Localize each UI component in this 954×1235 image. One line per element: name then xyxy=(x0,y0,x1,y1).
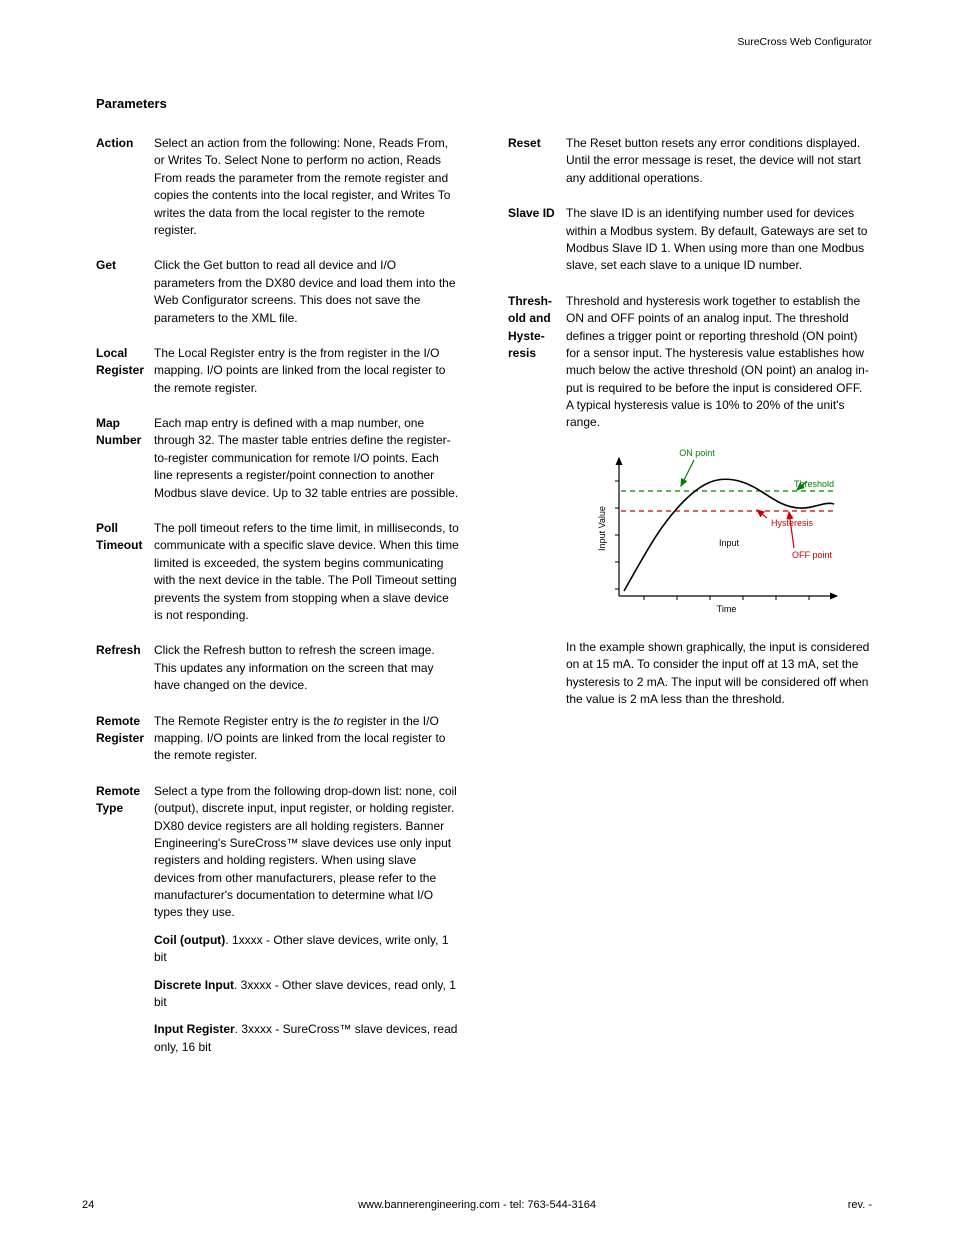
term-body: The poll timeout refers to the time limi… xyxy=(154,520,460,624)
paragraph: The Remote Register entry is the to regi… xyxy=(154,713,460,765)
term-block: Map Num­berEach map entry is defined wit… xyxy=(96,415,460,502)
diagram-svg: ON point Threshold Hysteresis OFF point Inpu… xyxy=(589,446,849,621)
term-body: Click the Refresh button to refresh the … xyxy=(154,642,460,694)
term-body: Each map entry is defined with a map num… xyxy=(154,415,460,502)
term-block: Local Regis­terThe Local Register entry … xyxy=(96,345,460,397)
term-block: Poll Time­outThe poll timeout refers to … xyxy=(96,520,460,624)
footer-contact: www.bannerengineering.com - tel: 763-544… xyxy=(82,1199,872,1211)
paragraph: In the example shown graphically, the in… xyxy=(566,639,872,709)
right-column: ResetThe Reset button resets any error c… xyxy=(508,135,872,1074)
term-body: The Reset button resets any error condit… xyxy=(566,135,872,187)
page: SureCross Web Configurator Parameters Ac… xyxy=(0,0,954,1235)
svg-text:Time: Time xyxy=(717,604,737,614)
term-label: Thresh­old and Hyste­resis xyxy=(508,293,566,709)
paragraph: Coil (output). 1xxxx - Other slave devic… xyxy=(154,932,460,967)
paragraph: Click the Get button to read all device … xyxy=(154,257,460,327)
term-block: GetClick the Get button to read all devi… xyxy=(96,257,460,327)
term-label: Slave ID xyxy=(508,205,566,275)
paragraph: Discrete Input. 3xxxx - Other slave devi… xyxy=(154,977,460,1012)
left-column: ActionSelect an action from the followin… xyxy=(96,135,460,1074)
term-label: Map Num­ber xyxy=(96,415,154,502)
term-body: Click the Get button to read all device … xyxy=(154,257,460,327)
term-label: Get xyxy=(96,257,154,327)
term-label: Reset xyxy=(508,135,566,187)
term-body: The Local Register entry is the from reg… xyxy=(154,345,460,397)
term-label: Action xyxy=(96,135,154,239)
paragraph: The poll timeout refers to the time limi… xyxy=(154,520,460,624)
section-heading-parameters: Parameters xyxy=(82,96,872,111)
term-body: Threshold and hysteresis work together t… xyxy=(566,293,872,709)
paragraph: Input Register. 3xxxx - SureCross™ slave… xyxy=(154,1021,460,1056)
term-label: Re­mote Type xyxy=(96,783,154,1056)
paragraph: Threshold and hysteresis work together t… xyxy=(566,293,872,432)
term-block: Re­freshClick the Refresh button to refr… xyxy=(96,642,460,694)
running-header: SureCross Web Configurator xyxy=(737,36,872,48)
paragraph: The Local Register entry is the from reg… xyxy=(154,345,460,397)
page-footer: 24 www.bannerengineering.com - tel: 763-… xyxy=(82,1199,872,1211)
term-body: The slave ID is an identifying number us… xyxy=(566,205,872,275)
term-label: Re­fresh xyxy=(96,642,154,694)
term-body: Select an action from the following: Non… xyxy=(154,135,460,239)
svg-text:Threshold: Threshold xyxy=(794,479,834,489)
paragraph: Each map entry is defined with a map num… xyxy=(154,415,460,502)
term-label: Local Regis­ter xyxy=(96,345,154,397)
paragraph: Select a type from the following drop-do… xyxy=(154,783,460,922)
term-block: Re­mote TypeSelect a type from the follo… xyxy=(96,783,460,1056)
term-body: The Remote Register entry is the to regi… xyxy=(154,713,460,765)
paragraph: Select an action from the following: Non… xyxy=(154,135,460,239)
two-column-layout: ActionSelect an action from the followin… xyxy=(82,135,872,1074)
paragraph: Click the Refresh button to refresh the … xyxy=(154,642,460,694)
term-label: Re­mote Regis­ter xyxy=(96,713,154,765)
paragraph: The slave ID is an identifying number us… xyxy=(566,205,872,275)
threshold-hysteresis-diagram: ON point Threshold Hysteresis OFF point Inpu… xyxy=(566,446,872,621)
svg-text:Hysteresis: Hysteresis xyxy=(771,518,814,528)
svg-text:Input: Input xyxy=(719,538,740,548)
svg-text:OFF point: OFF point xyxy=(792,550,833,560)
paragraph: The Reset button resets any error condit… xyxy=(566,135,872,187)
svg-text:ON point: ON point xyxy=(679,448,715,458)
term-label: Poll Time­out xyxy=(96,520,154,624)
term-block: Re­mote Regis­terThe Remote Register ent… xyxy=(96,713,460,765)
term-block: Slave IDThe slave ID is an identifying n… xyxy=(508,205,872,275)
term-threshold-and-hysteresis: Thresh­old and Hyste­resis Threshold and… xyxy=(508,293,872,709)
term-body: Select a type from the following drop-do… xyxy=(154,783,460,1056)
term-block: ActionSelect an action from the followin… xyxy=(96,135,460,239)
svg-text:Input Value: Input Value xyxy=(597,506,607,551)
term-block: ResetThe Reset button resets any error c… xyxy=(508,135,872,187)
